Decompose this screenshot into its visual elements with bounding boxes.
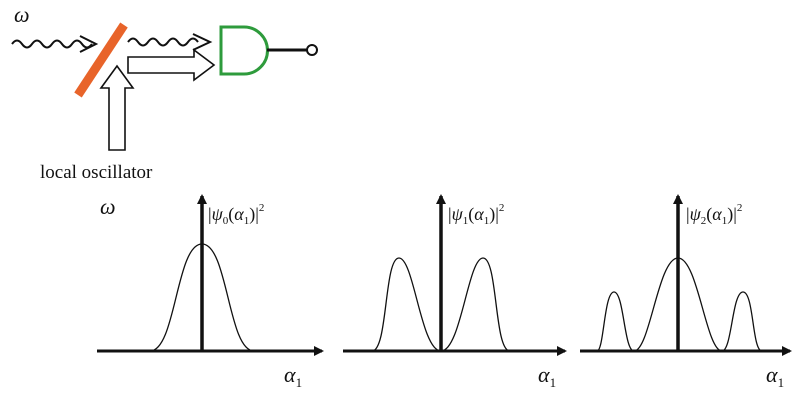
x-label-sub-2: 1 (778, 375, 785, 390)
wavefunction-panel-1: |ψ1(α1)|2 α1 (343, 194, 567, 390)
x-label-0: α1 (284, 362, 302, 390)
y-label-arg-1: α (474, 204, 484, 224)
y-label-power-1: 2 (499, 202, 505, 214)
y-label-power-0: 2 (259, 202, 265, 214)
y-label-arg-0: α (234, 204, 244, 224)
probability-curve-1 (371, 257, 511, 352)
x-label-alpha-0: α (284, 362, 296, 387)
local-oscillator-arrow (99, 64, 135, 151)
x-label-sub-1: 1 (550, 375, 557, 390)
incoming-wave-arrowhead (79, 35, 99, 53)
omega-label-top: ω (14, 2, 30, 27)
y-label-psi-0: ψ (212, 204, 224, 224)
local-oscillator-label: local oscillator (40, 162, 153, 183)
y-label-power-2: 2 (737, 202, 743, 214)
y-label-2: |ψ2(α1)|2 (686, 202, 742, 227)
wavefunction-panel-2: |ψ2(α1)|2 α1 (580, 194, 792, 390)
x-label-alpha-1: α (538, 362, 550, 387)
outgoing-wave-beam (127, 37, 199, 47)
y-label-arg-sub-1: 1 (484, 215, 490, 227)
probability-curve-0 (149, 243, 255, 352)
y-label-1: |ψ1(α1)|2 (448, 202, 504, 227)
y-label-arg-sub-2: 1 (722, 215, 728, 227)
x-label-sub-0: 1 (296, 375, 303, 390)
y-label-arg-sub-0: 1 (244, 215, 250, 227)
omega-label-bottom: ω (100, 194, 116, 219)
x-label-alpha-2: α (766, 362, 778, 387)
y-label-psi-2: ψ (690, 204, 702, 224)
beam-splitter (74, 22, 128, 98)
y-label-sub-1: 1 (463, 215, 469, 227)
photodetector (219, 25, 269, 76)
local-oscillator-reflected-arrow (127, 48, 216, 82)
y-label-psi-1: ψ (452, 204, 464, 224)
detector-output-terminal (306, 44, 318, 56)
incoming-wave-beam (11, 39, 93, 49)
outgoing-wave-arrowhead (192, 33, 213, 51)
probability-curve-2 (596, 257, 763, 352)
x-label-1: α1 (538, 362, 556, 390)
y-label-0: |ψ0(α1)|2 (208, 202, 264, 227)
homodyne-schematic: ω local oscillator (11, 2, 318, 183)
y-label-sub-2: 2 (701, 215, 707, 227)
wavefunction-panel-0: |ψ0(α1)|2 α1 (97, 194, 324, 390)
y-label-arg-2: α (712, 204, 722, 224)
x-label-2: α1 (766, 362, 784, 390)
y-label-sub-0: 0 (223, 215, 229, 227)
